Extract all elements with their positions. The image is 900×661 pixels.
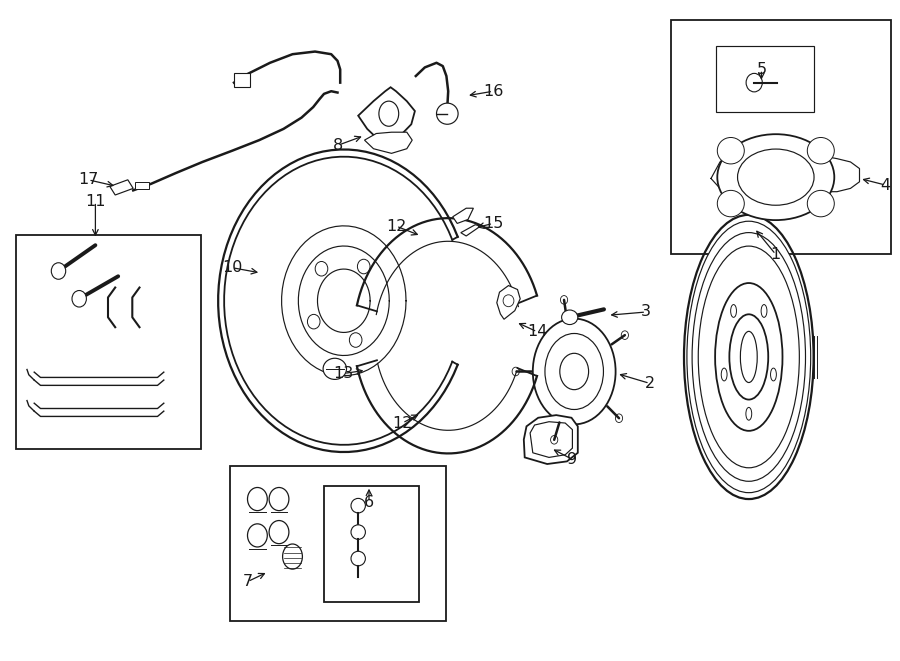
Ellipse shape: [351, 525, 365, 539]
Bar: [670, 20, 891, 254]
Text: 6: 6: [364, 495, 374, 510]
Bar: [324, 486, 418, 602]
Polygon shape: [364, 132, 412, 153]
Text: 13: 13: [334, 366, 354, 381]
Ellipse shape: [717, 137, 744, 164]
Polygon shape: [497, 286, 520, 319]
Ellipse shape: [761, 305, 767, 317]
Polygon shape: [530, 422, 572, 457]
Ellipse shape: [562, 310, 578, 325]
Bar: [16, 235, 201, 449]
Polygon shape: [358, 87, 415, 140]
Ellipse shape: [349, 332, 362, 347]
Ellipse shape: [248, 524, 267, 547]
Ellipse shape: [315, 262, 328, 276]
Ellipse shape: [687, 221, 811, 492]
Text: 10: 10: [222, 260, 242, 275]
Text: 5: 5: [756, 62, 767, 77]
Ellipse shape: [807, 137, 834, 164]
Bar: [230, 466, 446, 621]
Bar: [716, 46, 814, 112]
Polygon shape: [461, 225, 481, 236]
Ellipse shape: [807, 190, 834, 217]
Ellipse shape: [698, 246, 799, 468]
Text: 2: 2: [644, 376, 655, 391]
Ellipse shape: [357, 259, 370, 274]
Text: 3: 3: [641, 305, 652, 319]
Text: 4: 4: [880, 178, 891, 192]
Ellipse shape: [770, 368, 777, 381]
Text: 8: 8: [332, 138, 343, 153]
Ellipse shape: [545, 334, 604, 409]
Text: 12: 12: [386, 219, 406, 233]
Ellipse shape: [746, 407, 751, 420]
Ellipse shape: [72, 291, 86, 307]
Ellipse shape: [746, 73, 762, 92]
Ellipse shape: [436, 103, 458, 124]
Ellipse shape: [351, 551, 365, 566]
Polygon shape: [524, 415, 578, 464]
Text: 17: 17: [78, 173, 98, 187]
Text: 11: 11: [86, 194, 105, 209]
Ellipse shape: [269, 488, 289, 510]
Bar: [135, 182, 149, 189]
Ellipse shape: [248, 488, 267, 510]
Text: 9: 9: [567, 452, 578, 467]
Polygon shape: [453, 208, 473, 223]
Ellipse shape: [721, 368, 727, 381]
Ellipse shape: [560, 353, 589, 390]
Ellipse shape: [737, 149, 814, 206]
Text: 14: 14: [527, 325, 547, 339]
Ellipse shape: [379, 101, 399, 126]
Ellipse shape: [351, 498, 365, 513]
Bar: [234, 73, 250, 87]
Ellipse shape: [533, 319, 616, 424]
Text: 12: 12: [392, 416, 412, 430]
Ellipse shape: [692, 233, 806, 481]
Ellipse shape: [716, 283, 782, 431]
Ellipse shape: [717, 134, 834, 220]
Text: 7: 7: [242, 574, 253, 589]
Ellipse shape: [503, 295, 514, 307]
Text: 1: 1: [770, 247, 781, 262]
Ellipse shape: [717, 190, 744, 217]
Ellipse shape: [729, 315, 769, 399]
Ellipse shape: [323, 358, 346, 379]
Text: 15: 15: [483, 216, 503, 231]
Text: 16: 16: [483, 84, 503, 98]
Polygon shape: [110, 180, 133, 195]
Ellipse shape: [269, 521, 289, 543]
Ellipse shape: [731, 305, 736, 317]
Ellipse shape: [51, 263, 66, 279]
Ellipse shape: [283, 544, 302, 569]
Ellipse shape: [308, 315, 320, 329]
Ellipse shape: [741, 331, 757, 383]
